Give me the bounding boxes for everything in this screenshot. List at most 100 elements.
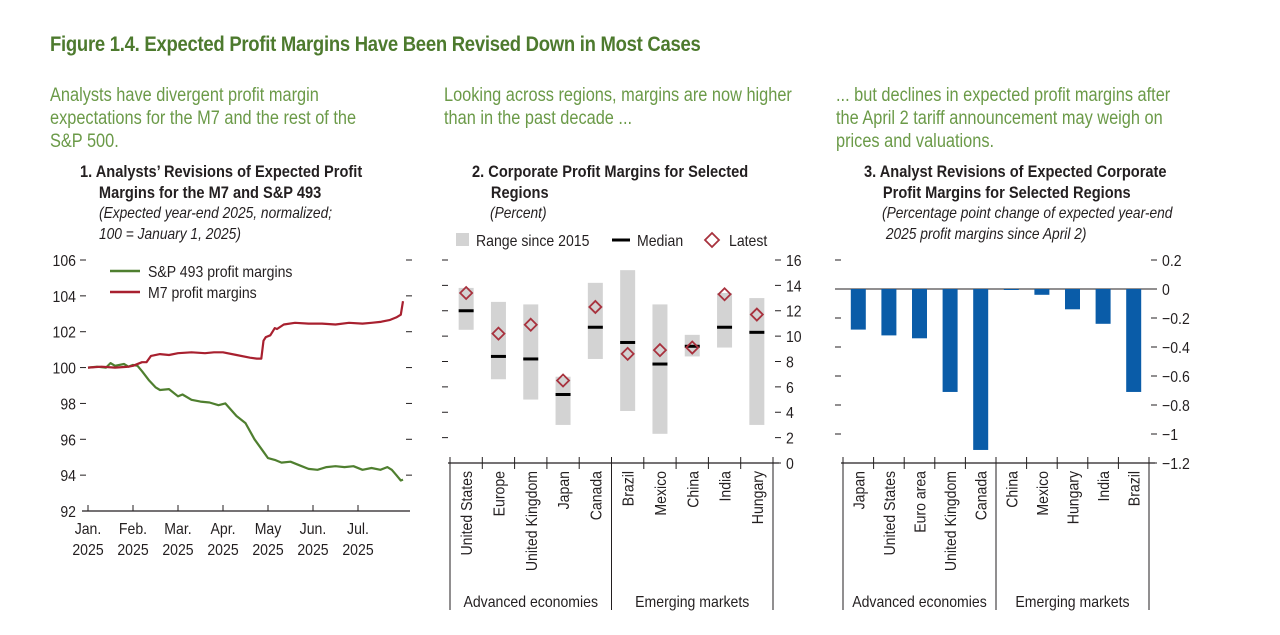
legend-label: Range since 2015 [476, 232, 589, 250]
y-tick-label: 8 [786, 354, 794, 372]
lead-line: ... but declines in expected profit marg… [836, 85, 1171, 106]
x-tick-label: 2025 [297, 541, 328, 559]
title-line: Regions [490, 183, 549, 202]
group-label: Emerging markets [1015, 593, 1129, 611]
chart-number: 1. [80, 162, 93, 181]
legend-label: M7 profit margins [148, 284, 257, 302]
x-tick-label: Feb. [119, 520, 147, 538]
y-tick-label: 92 [60, 503, 76, 521]
figure-title: Figure 1.4. Expected Profit Margins Have… [50, 33, 701, 56]
group-label: Advanced economies [463, 593, 598, 611]
title-line: Analysts’ Revisions of Expected Profit [95, 162, 363, 181]
x-tick-label: Jul. [347, 520, 369, 538]
chart-2-range: 0 2 4 6 8 10 12 14 16 United States Europe United K… [442, 231, 802, 611]
revision-bar [912, 289, 927, 339]
revision-bar [1065, 289, 1080, 310]
range-bar [555, 376, 571, 425]
range-bar [458, 287, 474, 330]
y-tick-label: 0 [1162, 281, 1170, 299]
revision-bar [973, 289, 989, 450]
y-tick-label: −0.8 [1162, 397, 1190, 415]
y-tick-label: 98 [60, 396, 76, 414]
y-tick-label: 94 [60, 467, 76, 485]
y-tick-label: −1 [1162, 426, 1178, 444]
category-label: Canada [973, 470, 991, 520]
latest-diamond [555, 373, 571, 388]
revision-bar [1003, 289, 1019, 290]
chart-2-subtitle: (Percent) [490, 203, 547, 224]
chart-3-subtitle: (Percentage point change of expected yea… [882, 203, 1172, 245]
chart-3-bar: 0.2 0 −0.2 −0.4 −0.6 −0.8 −1 −1.2 Japan United St… [835, 252, 1190, 611]
category-label: Brazil [620, 471, 638, 506]
revision-bar [1126, 289, 1142, 392]
y-tick-label: 0.2 [1162, 252, 1182, 270]
x-tick-label: 2025 [162, 541, 193, 559]
title-line: Margins for the M7 and S&P 493 [98, 183, 322, 202]
chart-1-subtitle: (Expected year-end 2025, normalized; 100… [99, 203, 332, 245]
chart-number: 2. [472, 162, 485, 181]
title-line: Corporate Profit Margins for Selected [488, 162, 749, 181]
latest-diamond [717, 286, 732, 302]
category-label: Japan [850, 471, 868, 509]
x-tick-label: 2025 [252, 541, 283, 559]
category-label: United Kingdom [523, 471, 541, 571]
latest-diamond [523, 317, 539, 332]
category-label: Mexico [652, 471, 670, 516]
x-tick-label: 2025 [117, 541, 148, 559]
m7-line [87, 301, 405, 369]
x-tick-label: May [255, 520, 282, 538]
legend-swatch-latest [703, 231, 721, 249]
chart-2-title: 2. Corporate Profit Margins for Selected… [472, 161, 748, 203]
sp493-line [87, 362, 404, 482]
x-tick-label: 2025 [72, 541, 103, 559]
category-label: Japan [555, 471, 573, 509]
y-tick-label: −0.6 [1162, 368, 1190, 386]
latest-diamond [684, 340, 700, 355]
latest-diamond [620, 346, 635, 362]
x-tick-label: Apr. [210, 520, 235, 538]
latest-diamond [491, 326, 506, 341]
category-label: China [684, 470, 702, 507]
lead-line: expectations for the M7 and the rest of … [50, 108, 357, 129]
revision-bar [1034, 289, 1050, 295]
y-tick-label: −1.2 [1162, 455, 1190, 473]
latest-diamond [749, 307, 765, 322]
category-label: India [1095, 470, 1113, 501]
title-line: Analyst Revisions of Expected Corporate [879, 162, 1167, 181]
category-label: United States [458, 471, 476, 555]
category-label: India [717, 470, 735, 501]
legend-swatch-range [456, 233, 469, 246]
x-tick-label: 2025 [342, 541, 373, 559]
group-label: Emerging markets [635, 593, 749, 611]
x-tick-label: Jun. [300, 520, 327, 538]
y-tick-label: 4 [786, 404, 794, 422]
category-label: China [1003, 470, 1021, 507]
category-label: United Kingdom [942, 471, 960, 571]
panel-2-lead: Looking across regions, margins are now … [444, 84, 822, 130]
x-tick-label: 2025 [207, 541, 238, 559]
chart-1-line: 92 94 96 98 100 102 104 106 Jan. 2025 Feb. 2025 Mar.… [53, 252, 412, 559]
revision-bar [942, 289, 958, 392]
range-bar [652, 304, 668, 434]
revision-bar [881, 289, 897, 336]
category-label: Hungary [749, 471, 767, 525]
lead-line: Analysts have divergent profit margin [50, 85, 319, 106]
y-tick-label: 12 [786, 303, 802, 321]
range-bar [620, 270, 636, 411]
legend-label: Median [637, 232, 683, 250]
category-label: Canada [588, 470, 606, 520]
lead-line: the April 2 tariff announcement may weig… [836, 108, 1163, 129]
latest-diamond [588, 299, 603, 315]
range-bar [717, 292, 733, 348]
y-tick-label: −0.4 [1162, 339, 1190, 357]
subtitle-line: (Percentage point change of expected yea… [882, 205, 1173, 222]
category-label: United States [881, 471, 899, 555]
chart-3-title: 3. Analyst Revisions of Expected Corpora… [864, 161, 1167, 203]
group-label: Advanced economies [852, 593, 987, 611]
latest-diamond [458, 285, 474, 301]
category-label: Hungary [1065, 471, 1083, 525]
x-tick-label: Jan. [75, 520, 102, 538]
lead-line: Looking across regions, margins are now … [444, 85, 792, 106]
panel-1-lead: Analysts have divergent profit margin ex… [50, 84, 394, 153]
